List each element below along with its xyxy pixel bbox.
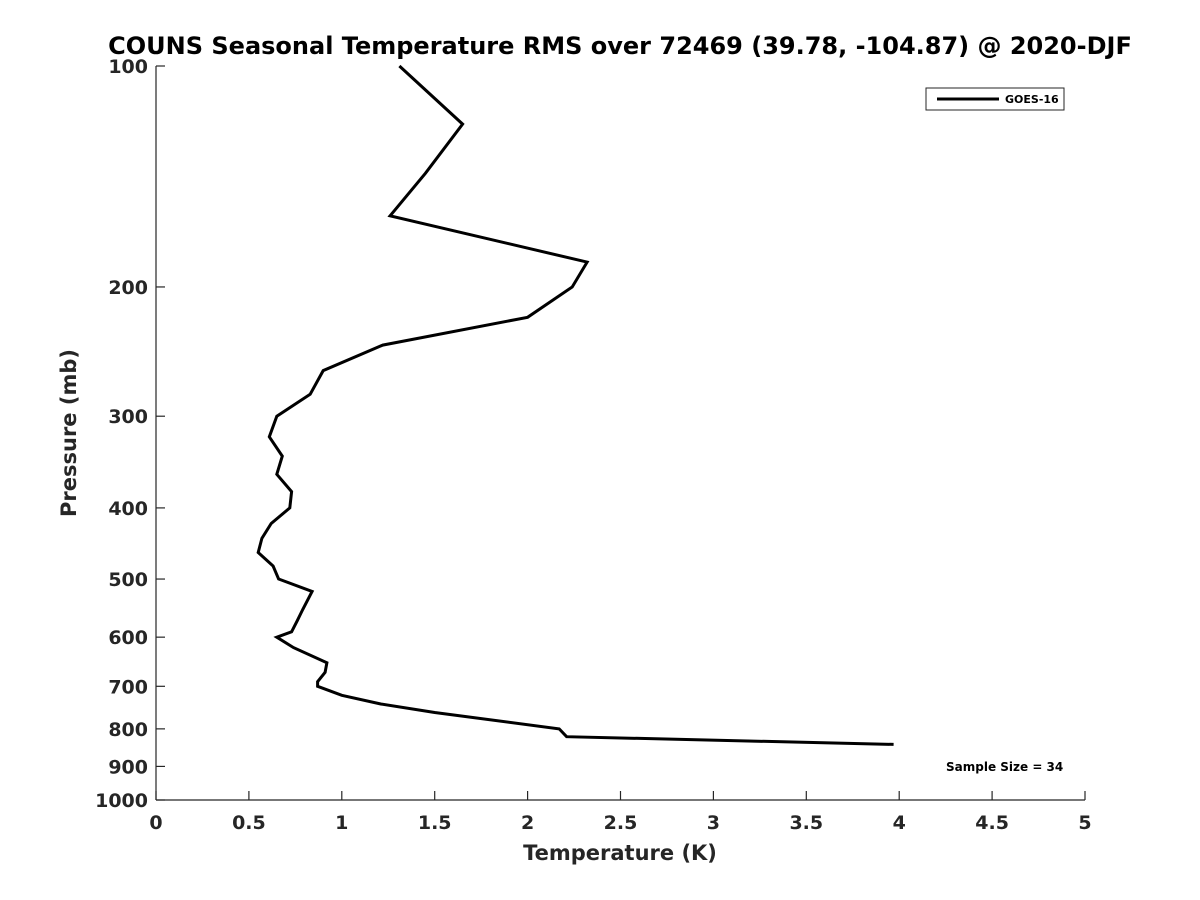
y-tick-label-4: 500 <box>108 569 148 591</box>
chart-title: COUNS Seasonal Temperature RMS over 7246… <box>108 32 1132 60</box>
series-line-goes-16 <box>256 64 894 746</box>
y-tick-label-9: 1000 <box>95 790 148 812</box>
axes <box>155 66 1085 801</box>
y-tick-label-1: 200 <box>108 277 148 299</box>
x-tick-label-7: 3.5 <box>789 812 823 834</box>
x-tick-label-2: 1 <box>335 812 348 834</box>
x-tick-label-3: 1.5 <box>418 812 452 834</box>
x-tick-label-10: 5 <box>1078 812 1091 834</box>
y-tick-label-8: 900 <box>108 756 148 778</box>
x-tick-label-9: 4.5 <box>975 812 1009 834</box>
y-ticks: 100 200 300 400 500 600 700 800 900 1000 <box>95 56 165 812</box>
legend-label-goes-16: GOES-16 <box>1005 93 1059 106</box>
x-ticks: 0 0.5 1 1.5 2 2.5 3 3.5 4 4.5 5 <box>149 791 1092 834</box>
x-tick-label-1: 0.5 <box>232 812 266 834</box>
y-tick-label-6: 700 <box>108 676 148 698</box>
x-tick-label-6: 3 <box>707 812 720 834</box>
y-tick-label-0: 100 <box>108 56 148 78</box>
legend: GOES-16 <box>925 87 1065 111</box>
x-axis-label: Temperature (K) <box>523 841 717 865</box>
y-axis-label: Pressure (mb) <box>57 349 81 517</box>
y-tick-label-3: 400 <box>108 498 148 520</box>
x-tick-label-5: 2.5 <box>604 812 638 834</box>
y-tick-label-5: 600 <box>108 627 148 649</box>
x-tick-label-0: 0 <box>149 812 162 834</box>
y-tick-label-2: 300 <box>108 406 148 428</box>
sample-size-annotation: Sample Size = 34 <box>946 760 1063 774</box>
y-tick-label-7: 800 <box>108 719 148 741</box>
x-tick-label-8: 4 <box>893 812 906 834</box>
series-layer <box>256 64 894 746</box>
x-tick-label-4: 2 <box>521 812 534 834</box>
